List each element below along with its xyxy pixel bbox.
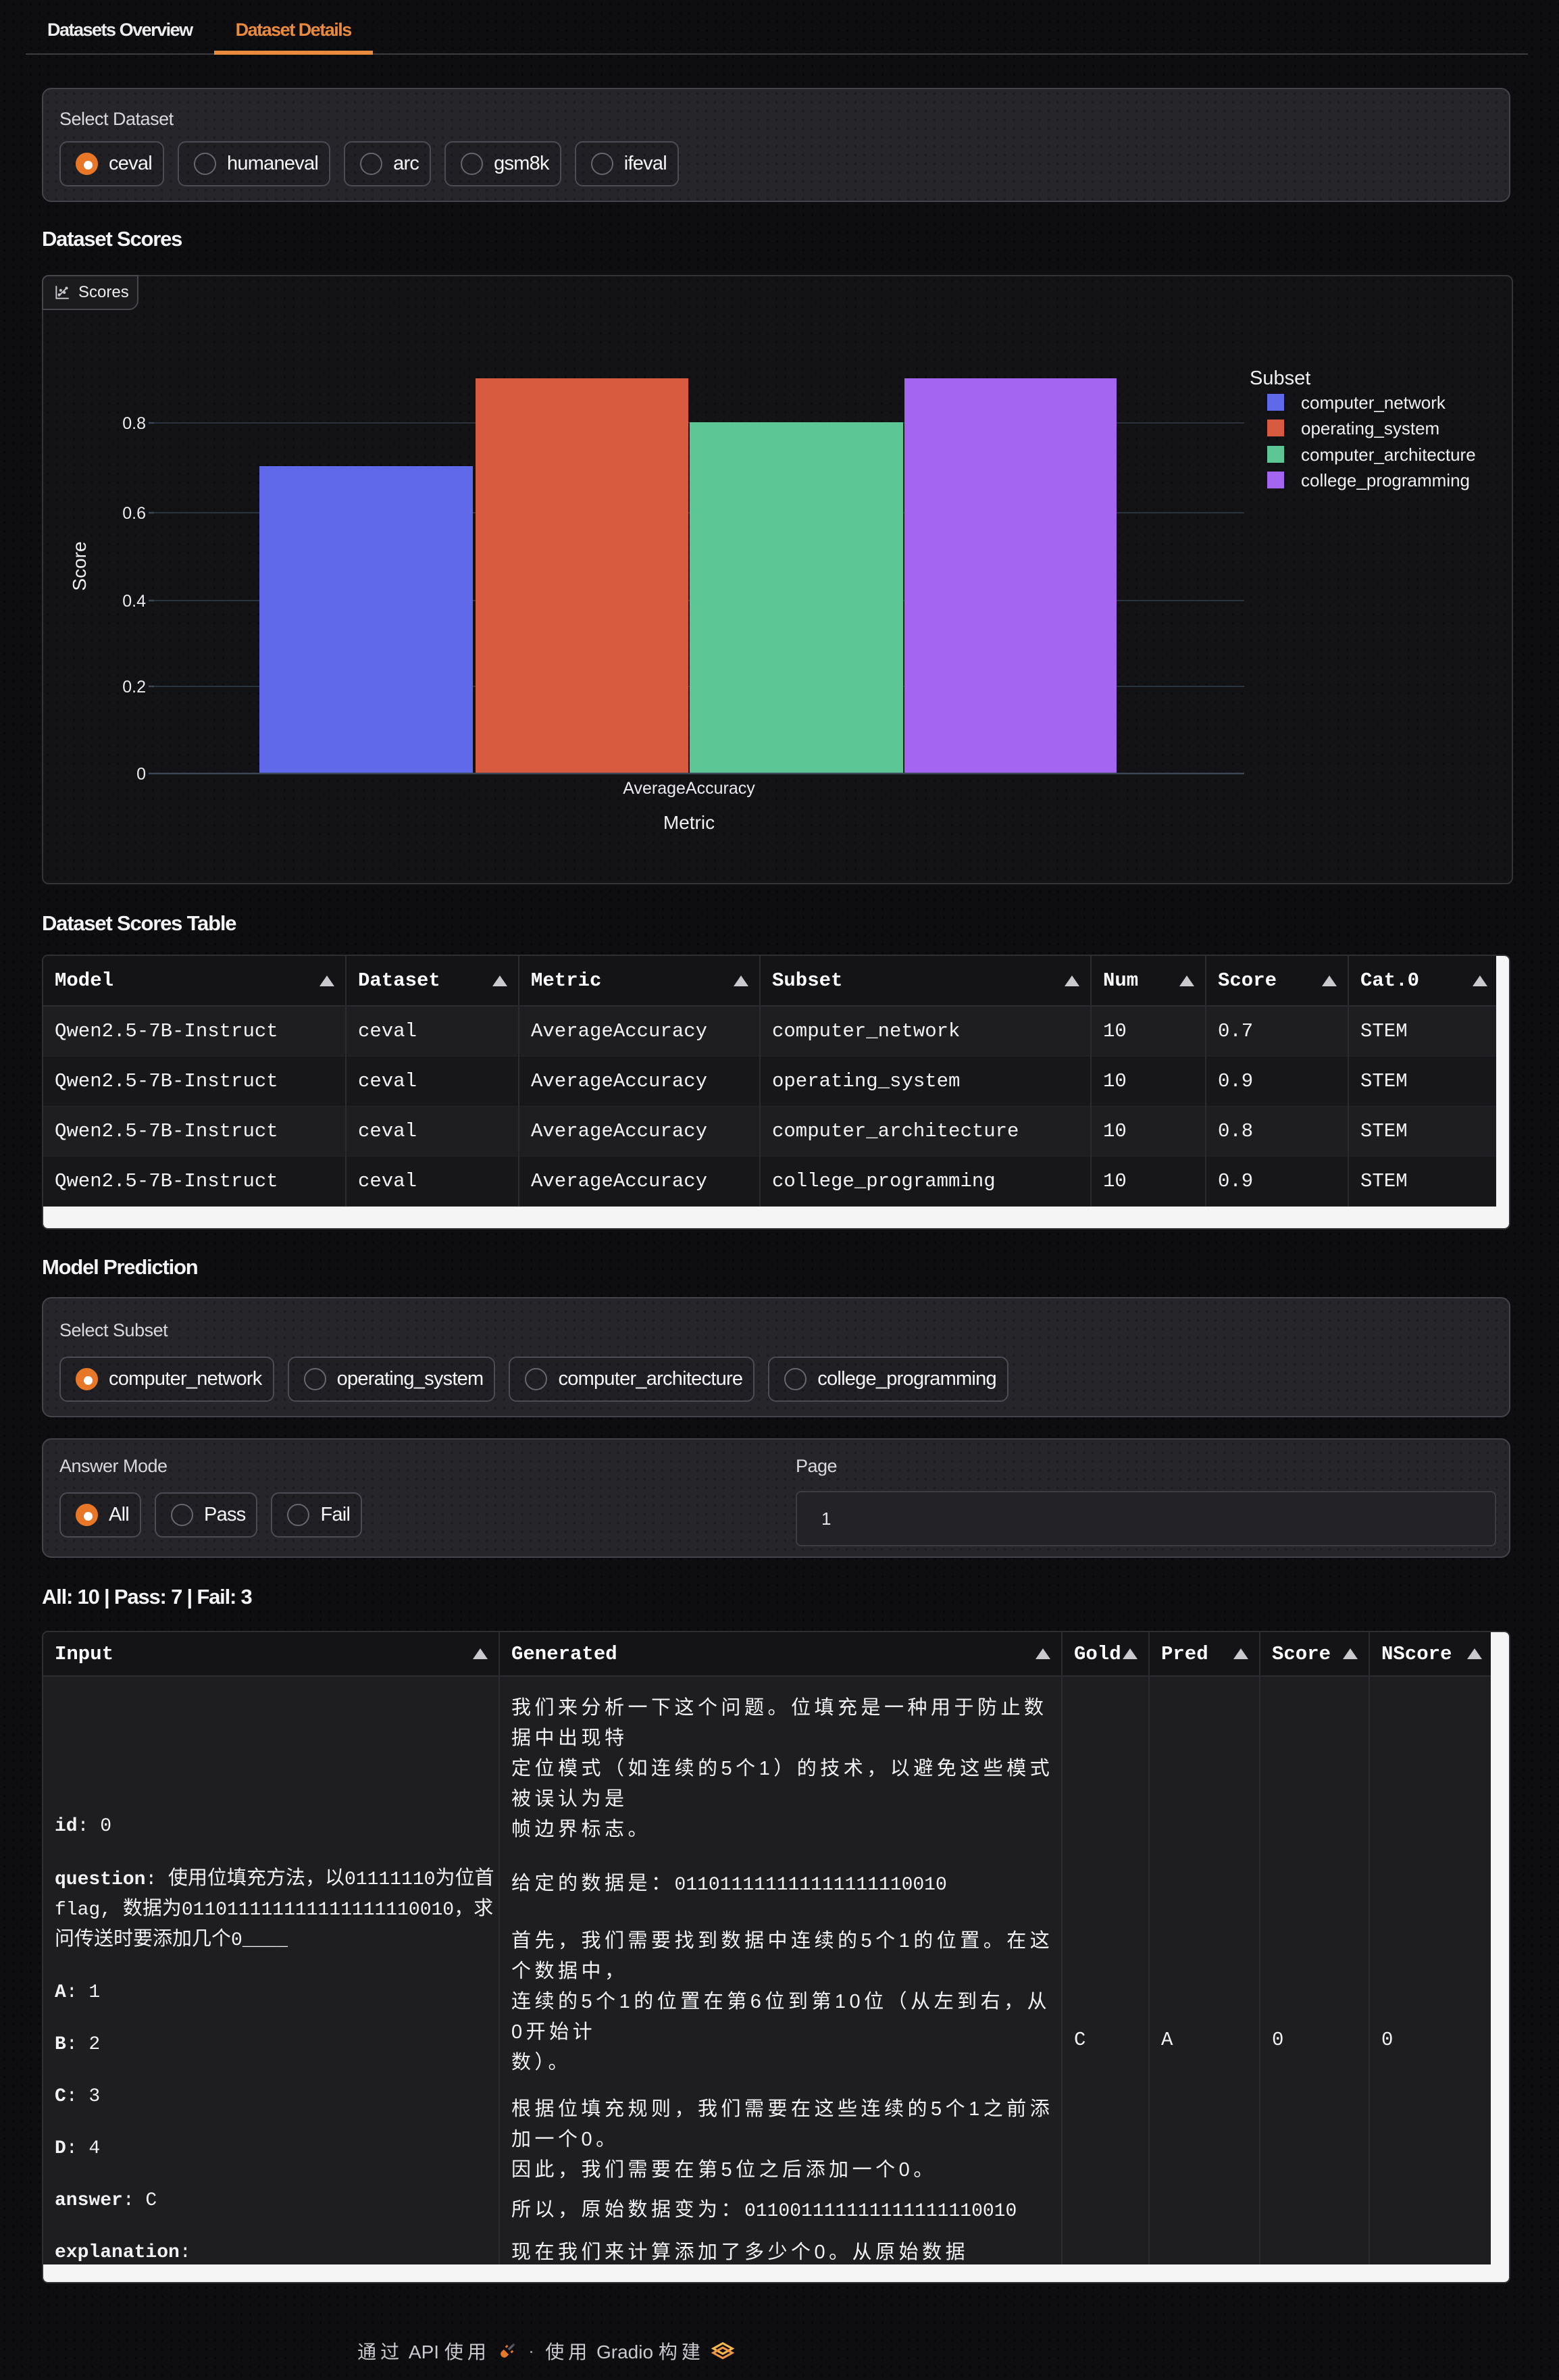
svg-text:computer_network: computer_network	[1301, 393, 1446, 413]
svg-text:0.4: 0.4	[122, 592, 146, 611]
svg-text:computer_architecture: computer_architecture	[1301, 445, 1476, 465]
svg-text:Subset: Subset	[1250, 368, 1310, 389]
svg-text:AverageAccuracy: AverageAccuracy	[623, 779, 755, 798]
svg-text:0.8: 0.8	[122, 414, 146, 433]
svg-text:operating_system: operating_system	[1301, 418, 1439, 438]
svg-text:Metric: Metric	[663, 812, 715, 833]
svg-text:0.6: 0.6	[122, 504, 146, 523]
svg-text:0: 0	[136, 765, 146, 784]
svg-text:college_programming: college_programming	[1301, 470, 1470, 490]
svg-text:0.2: 0.2	[122, 678, 146, 697]
svg-text:Score: Score	[69, 541, 90, 590]
